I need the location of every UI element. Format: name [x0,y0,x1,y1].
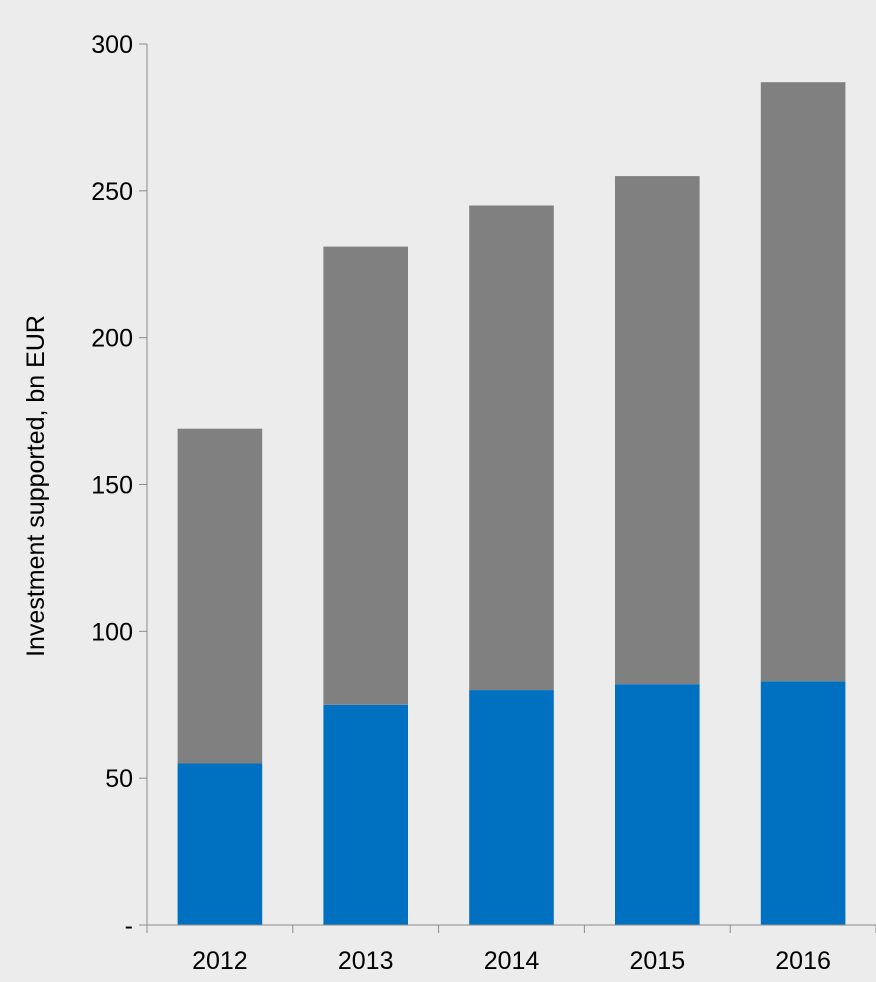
x-tick-label-2014: 2014 [484,947,540,975]
bar-2015-series-1 [615,684,700,925]
bar-2012-series-1 [177,763,263,925]
bar-2015-series-2 [615,176,700,685]
x-tick-label-2016: 2016 [775,947,831,975]
bar-2016-series-2 [760,82,846,682]
x-tick-label-2015: 2015 [629,947,685,975]
y-tick-label: 300 [91,31,133,59]
bars-group [177,82,846,926]
bar-2016-series-1 [760,681,846,925]
axes-group [139,43,876,933]
bar-2014-series-2 [469,205,554,690]
y-tick-label: 250 [91,178,133,206]
bar-2012-series-2 [177,428,263,764]
bar-2014-series-1 [469,690,554,925]
y-tick-label: 50 [105,765,133,793]
x-tick-label-2012: 2012 [192,947,248,975]
y-tick-label: - [125,912,133,940]
y-tick-label: 100 [91,618,133,646]
labels-group: - 50 100 150 200 250 300 2012 2013 2014 2015 2016 [91,31,831,975]
bar-2013-series-2 [323,246,408,705]
bar-2013-series-1 [323,704,408,926]
y-axis-title: Investment supported, bn EUR [22,315,50,657]
y-tick-label: 150 [91,472,133,500]
y-tick-label: 200 [91,325,133,353]
x-tick-label-2013: 2013 [338,947,394,975]
